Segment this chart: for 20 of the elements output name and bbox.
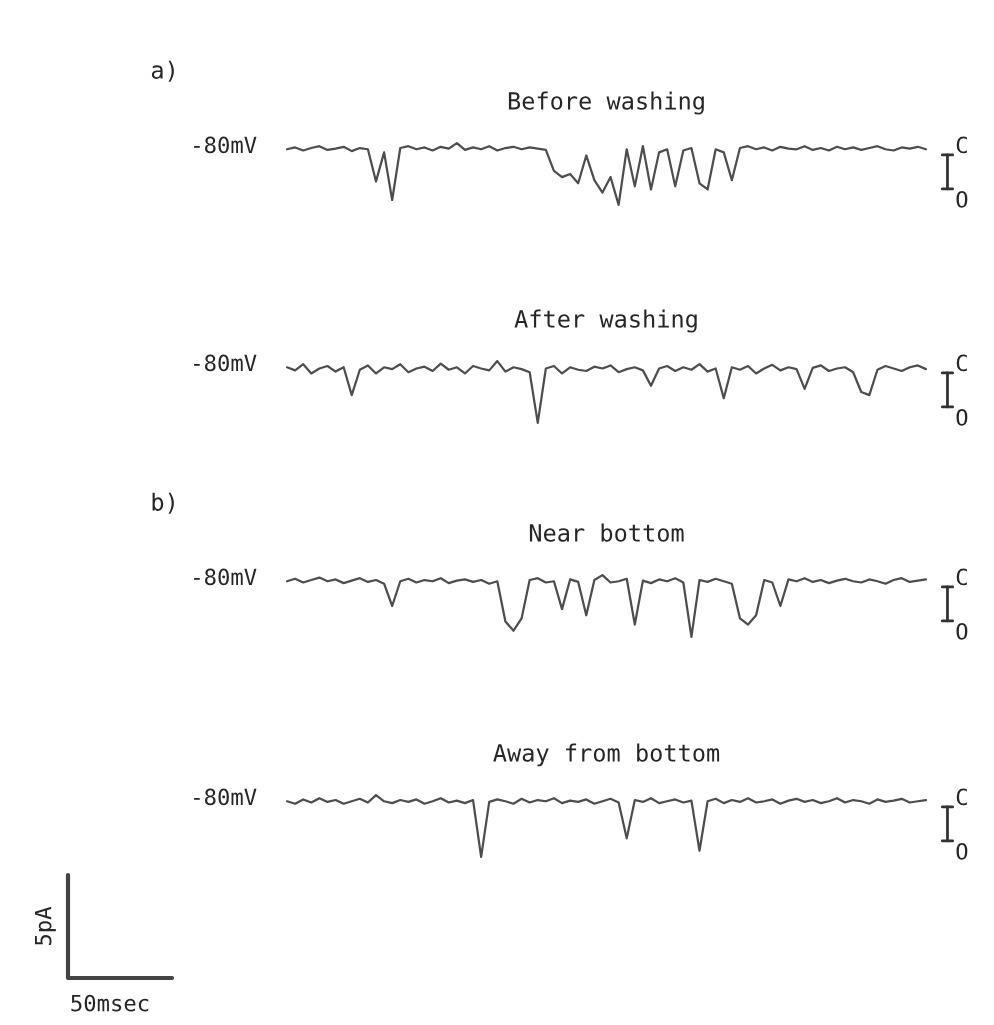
text: C	[956, 788, 967, 806]
chart-title: Before washing	[508, 91, 704, 115]
text: -80mV	[194, 568, 257, 586]
text: O	[956, 190, 968, 208]
text: O	[956, 408, 968, 426]
chart-title: After washing	[514, 309, 697, 333]
text: -80mV	[194, 788, 257, 806]
text: C	[956, 568, 967, 586]
text: -80mV	[194, 354, 257, 372]
text: O	[956, 622, 968, 640]
text: -80mV	[194, 136, 257, 154]
text: C	[956, 354, 967, 372]
text: a)	[151, 60, 174, 82]
text: C	[956, 136, 967, 154]
text: 50msec	[71, 994, 149, 1012]
text: 5pA	[34, 906, 56, 946]
text: b)	[152, 492, 174, 514]
chart-title: Away from bottom	[493, 743, 720, 767]
text: O	[956, 842, 968, 860]
chart-title: Near bottom	[529, 523, 684, 542]
